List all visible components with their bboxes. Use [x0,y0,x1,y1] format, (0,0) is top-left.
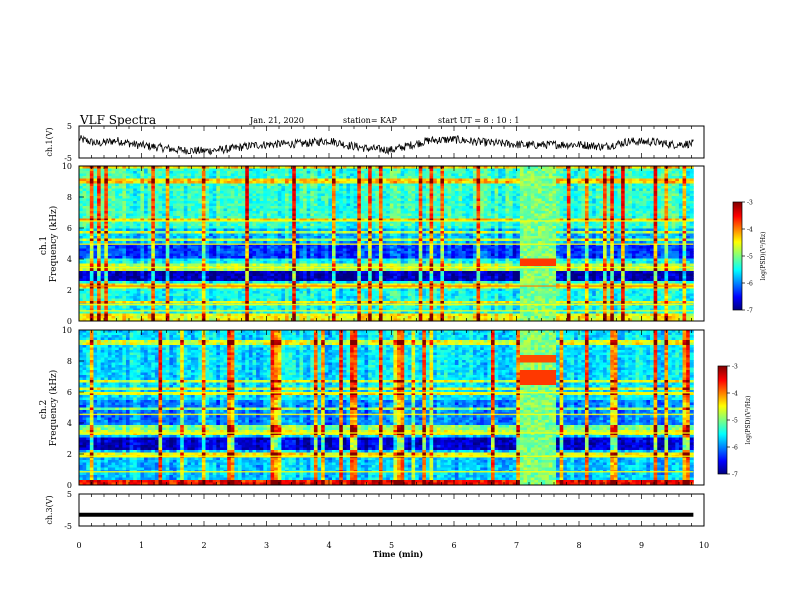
ch1-spectrogram-image [79,166,694,322]
ch3-ytick-neg5: -5 [64,522,72,531]
ch2-frequency-label: Frequency (kHz) [48,370,59,447]
ch1-colorbar-label: log(PSD)(V²/Hz) [760,232,767,281]
ch1-waveform-ylabel: ch.1(V) [45,127,54,156]
ch1-frequency-label: Frequency (kHz) [48,206,59,283]
x-tick-label: 5 [389,541,394,550]
ch1-ytick-5: 5 [67,122,72,131]
x-axis-tick-labels: 0 1 2 3 4 5 6 7 8 9 10 [76,541,709,550]
date-label: Jan. 21, 2020 [250,116,304,125]
ch2-channel-label: ch.2 [39,400,49,419]
x-tick-label: 9 [639,541,644,550]
ch1-colorbar-tick-label: -3 [747,200,753,207]
ch1-colorbar-tick-label: -7 [747,308,753,315]
x-tick-label: 4 [326,541,331,550]
x-tick-label: 10 [699,541,709,550]
ch1-waveform-line [78,134,694,156]
ch1-waveform-panel: 5 -5 ch.1(V) [45,122,705,163]
ch1-spectrogram-panel: 0 2 4 6 8 10 ch.1 Frequency (kHz) -3 -4 -5 -6 -7 … [39,162,767,326]
ch1-spectrogram-ytick-label: 8 [67,193,72,202]
ch2-spectrogram-ytick-label: 0 [67,481,72,490]
ch1-spectrogram-ytick-label: 10 [62,162,72,171]
ch1-channel-label: ch.1 [39,236,49,255]
start-time-label: start UT = 8 : 10 : 1 [438,116,519,125]
ch2-colorbar-tick-label: -6 [732,445,738,452]
ch3-ytick-5: 5 [67,490,72,499]
ch2-spectrogram-ytick-label: 2 [67,450,72,459]
ch1-spectrogram-ytick-label: 6 [67,224,72,233]
ch2-colorbar-tick-label: -5 [732,418,738,425]
ch1-colorbar-tick-label: -6 [747,281,753,288]
ch2-colorbar-tick-label: -4 [732,391,738,398]
figure-title: VLF Spectra [80,113,156,127]
ch3-waveform-ylabel: ch.3(V) [45,495,54,524]
ch1-colorbar-tick-label: -5 [747,254,753,261]
ch2-colorbar: -3 -4 -5 -6 -7 log(PSD)(V²/Hz) [717,364,752,479]
x-tick-label: 1 [139,541,144,550]
ch1-spectrogram-ylabel-channel: ch.1 Frequency (kHz) [39,206,59,283]
ch1-colorbar-tick-label: -4 [747,227,753,234]
ch2-spectrogram-ytick-label: 4 [67,419,72,428]
ch2-colorbar-label: log(PSD)(V²/Hz) [745,396,752,445]
x-tick-label: 6 [451,541,456,550]
ch1-colorbar: -3 -4 -5 -6 -7 log(PSD)(V²/Hz) [732,200,767,315]
ch2-spectrogram-image [79,330,694,486]
x-tick-label: 2 [201,541,206,550]
ch2-spectrogram-panel: 0 2 4 6 8 10 ch.2 Frequency (kHz) -3 -4 -5 -6 -7 … [39,326,752,490]
x-tick-label: 3 [264,541,269,550]
x-tick-label: 7 [514,541,519,550]
ch2-colorbar-tick-label: -3 [732,364,738,371]
ch2-spectrogram-ytick-label: 8 [67,357,72,366]
ch2-spectrogram-ytick-label: 6 [67,388,72,397]
x-axis-label: Time (min) [373,549,423,559]
ch1-spectrogram-ytick-label: 2 [67,286,72,295]
x-tick-label: 8 [576,541,581,550]
ch1-ytick-neg5: -5 [64,154,72,163]
x-tick-label: 0 [76,541,81,550]
ch3-waveform-panel: 5 -5 ch.3(V) [45,490,705,531]
ch2-spectrogram-ylabel-channel: ch.2 Frequency (kHz) [39,370,59,447]
station-label: station= KAP [343,116,397,125]
ch1-spectrogram-ytick-label: 4 [67,255,72,264]
ch1-spectrogram-ytick-label: 0 [67,317,72,326]
ch2-spectrogram-ytick-label: 10 [62,326,72,335]
ch2-colorbar-tick-label: -7 [732,472,738,479]
